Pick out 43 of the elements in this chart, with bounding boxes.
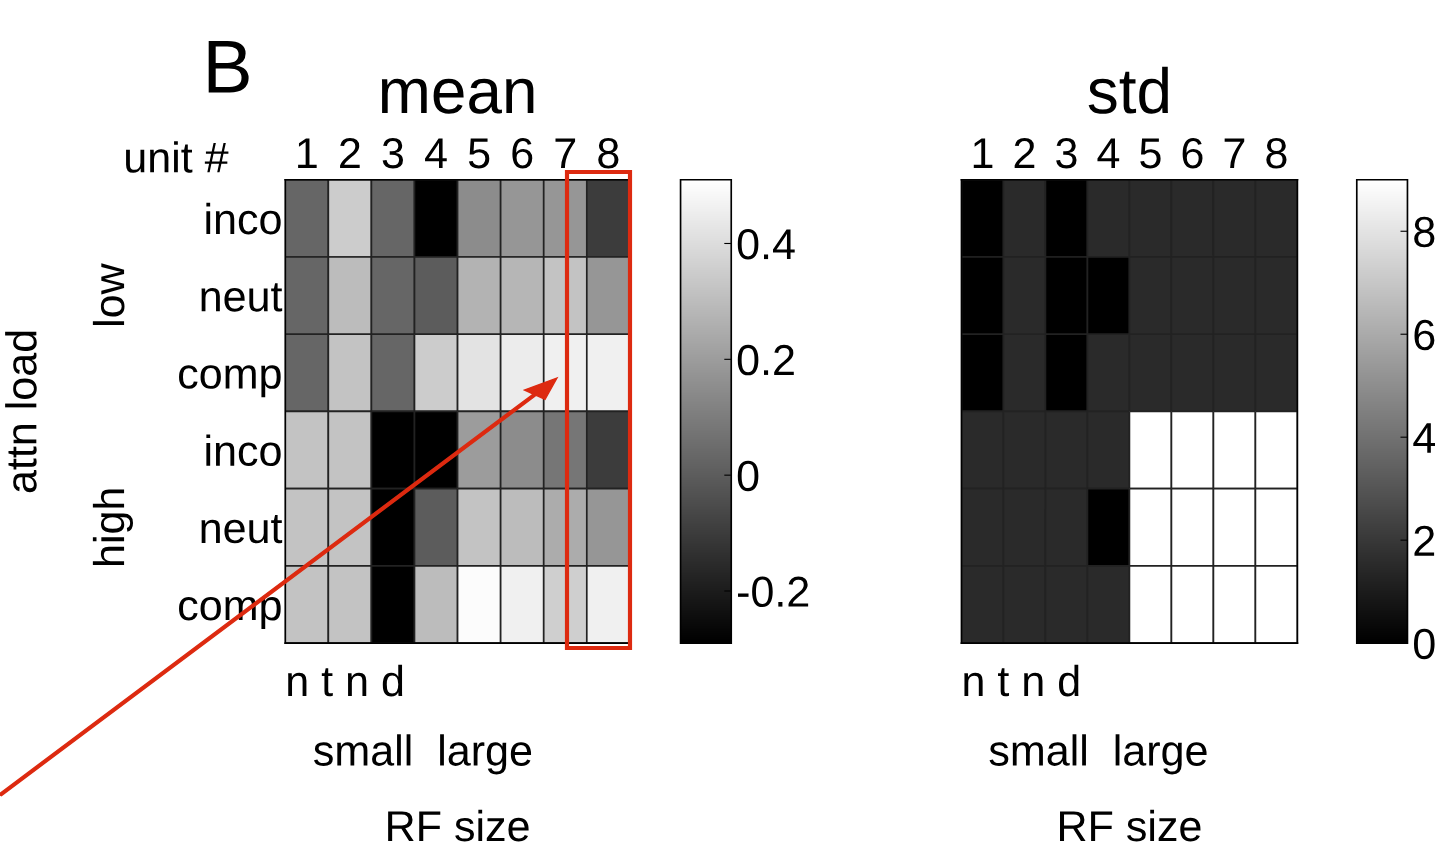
x-tick-label: 8 bbox=[598, 138, 619, 169]
text: small large bbox=[314, 734, 532, 775]
text: n t n d bbox=[288, 664, 403, 697]
y-tick-label: comp bbox=[179, 365, 281, 398]
x-tick-label: 8 bbox=[1266, 138, 1287, 169]
x-tick-label: 1 bbox=[973, 138, 993, 169]
y-tick-label: inco bbox=[206, 202, 281, 235]
x-axis-title: RF size bbox=[388, 809, 529, 842]
text: small large bbox=[989, 734, 1207, 775]
x-tick-label: 2 bbox=[1014, 138, 1035, 169]
color-bar-label: 0.2 bbox=[737, 344, 794, 376]
x-tick-label: 2 bbox=[340, 138, 360, 169]
y-tick-label: inco bbox=[206, 434, 281, 467]
text: B bbox=[208, 41, 249, 93]
x-tick-label: 4 bbox=[1097, 138, 1120, 169]
text: high bbox=[92, 489, 134, 565]
color-bar-label: 6 bbox=[1414, 319, 1435, 351]
color-bar-label: 0 bbox=[737, 460, 759, 492]
x-tick-label: 4 bbox=[425, 138, 447, 169]
x-tick-label: 3 bbox=[382, 138, 404, 169]
x-tick-label: 5 bbox=[468, 138, 490, 169]
x-tick-label: 7 bbox=[555, 138, 576, 169]
x-tick-label: 3 bbox=[1056, 138, 1077, 169]
x-tick-label: 5 bbox=[1140, 138, 1161, 169]
x-tick-label: 6 bbox=[1182, 138, 1203, 169]
color-bar-label: 0.4 bbox=[737, 229, 795, 260]
y-tick-label: neut bbox=[201, 283, 283, 312]
y-tick-label: neut bbox=[201, 515, 283, 544]
color-bar-label: 2 bbox=[1414, 525, 1435, 556]
x-tick-label: 6 bbox=[512, 138, 533, 169]
x-tick-label: 7 bbox=[1224, 138, 1245, 169]
color-bar-label: 4 bbox=[1413, 423, 1435, 453]
chart-title: mean bbox=[381, 78, 534, 114]
color-bar-label: -0.2 bbox=[738, 576, 809, 608]
x-tick-label: 1 bbox=[298, 138, 317, 169]
text: unit # bbox=[126, 141, 229, 173]
color-bar-label: 8 bbox=[1414, 216, 1435, 248]
y-axis-title: attn load bbox=[5, 331, 37, 493]
text: low bbox=[92, 263, 125, 326]
chart-title: std bbox=[1088, 66, 1168, 114]
text: n t n d bbox=[964, 664, 1079, 697]
x-axis-title: RF size bbox=[1060, 809, 1201, 842]
color-bar-label: 0 bbox=[1414, 628, 1435, 660]
